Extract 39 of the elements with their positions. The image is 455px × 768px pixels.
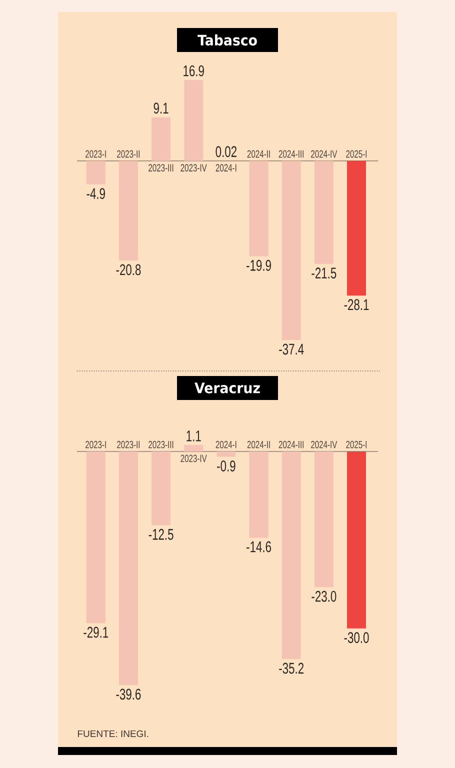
data-label: 1.1: [186, 430, 201, 442]
data-label: 9.1: [154, 102, 168, 114]
x-tick-label: 2023-IV: [180, 164, 207, 172]
x-tick-label: 2023-II: [117, 440, 140, 448]
data-label: -39.6: [116, 688, 141, 700]
data-label: -12.5: [148, 528, 174, 540]
x-tick-label: 2025-I: [346, 150, 367, 158]
data-label: -20.8: [116, 264, 141, 276]
x-tick-label: 2024-I: [216, 164, 236, 172]
x-tick-label: 2024-III: [278, 440, 304, 448]
data-label: -28.1: [344, 299, 369, 310]
x-tick-label: 2025-I: [346, 440, 367, 448]
x-tick-label: 2024-IV: [311, 440, 338, 448]
data-label: -21.5: [312, 268, 336, 279]
x-tick-label: 2023-II: [117, 150, 140, 158]
x-tick-label: 2023-I: [86, 440, 106, 448]
data-label: -14.6: [246, 541, 272, 552]
data-label: -0.9: [217, 460, 236, 472]
x-tick-label: 2024-II: [247, 440, 270, 448]
data-label: 0.02: [216, 146, 236, 158]
data-label: -19.9: [246, 260, 271, 271]
chart-title: Veracruz: [194, 382, 260, 394]
x-tick-label: 2023-III: [148, 440, 174, 448]
data-label: -35.2: [279, 662, 304, 674]
x-tick-label: 2023-III: [148, 164, 174, 172]
x-tick-label: 2023-I: [86, 150, 106, 158]
x-tick-label: 2024-III: [278, 150, 304, 158]
x-tick-label: 2024-II: [247, 150, 270, 158]
data-label: -4.9: [86, 188, 105, 200]
source-note: FUENTE: INEGI.: [78, 730, 148, 738]
data-label: -23.0: [312, 590, 336, 602]
x-tick-label: 2023-IV: [180, 454, 207, 462]
x-tick-label: 2024-IV: [311, 150, 338, 158]
data-label: -29.1: [84, 626, 108, 638]
x-tick-label: 2024-I: [216, 440, 236, 448]
data-label: 16.9: [184, 65, 204, 76]
data-label: -37.4: [279, 344, 304, 355]
chart-title: Tabasco: [198, 34, 257, 46]
data-label: -30.0: [344, 632, 369, 644]
